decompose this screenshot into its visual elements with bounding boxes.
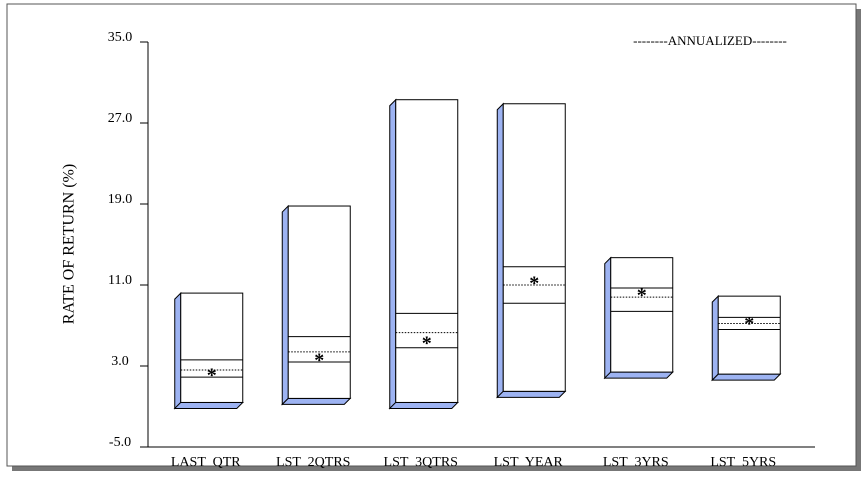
box-side	[174, 291, 182, 410]
marker: *	[207, 365, 217, 387]
x-tick-label: LST 2QTRS	[276, 455, 350, 470]
box-bottom	[388, 401, 459, 409]
y-tick-label: 27.0	[108, 111, 133, 126]
box-bottom	[603, 371, 674, 379]
y-tick-label: 19.0	[108, 192, 133, 207]
marker: *	[529, 273, 539, 295]
box	[717, 295, 781, 375]
marker: *	[637, 285, 647, 307]
box-bottom	[711, 373, 782, 381]
x-tick-label: LST 3QTRS	[384, 455, 458, 470]
box-side	[389, 98, 397, 410]
box-side	[496, 102, 504, 399]
x-tick-label: LST 3YRS	[603, 455, 669, 470]
box-side	[604, 256, 612, 380]
box-bottom	[281, 397, 352, 405]
marker: *	[422, 332, 432, 354]
box-side	[711, 294, 719, 382]
box	[287, 205, 351, 399]
y-tick-label: -5.0	[109, 435, 131, 450]
y-tick-label: 3.0	[111, 354, 129, 369]
box	[610, 257, 674, 373]
box	[502, 103, 566, 392]
x-tick-label: LAST QTR	[171, 455, 241, 470]
box	[395, 99, 459, 403]
x-tick-label: LST 5YRS	[710, 455, 776, 470]
marker: *	[314, 349, 324, 371]
box	[180, 292, 244, 403]
y-tick-label: 35.0	[108, 30, 133, 45]
box-bottom	[173, 401, 244, 409]
x-tick-label: LST YEAR	[494, 455, 564, 470]
marker: *	[744, 313, 754, 335]
annotation: --------ANNUALIZED--------	[633, 33, 787, 48]
y-tick-label: 11.0	[108, 273, 132, 288]
box-bottom	[496, 390, 567, 398]
y-axis-label: RATE OF RETURN (%)	[61, 164, 78, 324]
box-side	[281, 204, 289, 406]
